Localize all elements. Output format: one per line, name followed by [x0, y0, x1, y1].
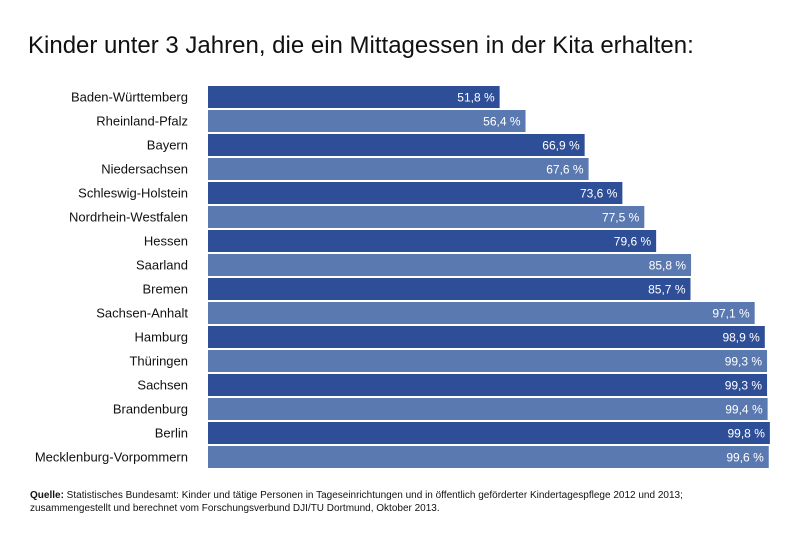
data-label: 79,6 % — [614, 235, 652, 249]
bar — [208, 230, 657, 252]
data-label: 66,9 % — [542, 139, 580, 153]
category-label: Bremen — [142, 282, 188, 297]
data-label: 97,1 % — [712, 307, 750, 321]
category-label: Hamburg — [135, 330, 188, 345]
data-label: 77,5 % — [602, 211, 640, 225]
data-label: 98,9 % — [722, 331, 760, 345]
category-label: Thüringen — [129, 354, 188, 369]
category-label: Berlin — [155, 426, 188, 441]
bar — [208, 182, 623, 204]
bar — [208, 422, 770, 444]
source-label: Quelle: — [30, 490, 64, 501]
bar — [208, 158, 589, 180]
data-label: 51,8 % — [457, 91, 495, 105]
category-label: Baden-Württemberg — [71, 90, 188, 105]
category-label: Saarland — [136, 258, 188, 273]
bar — [208, 446, 769, 468]
data-label: 99,4 % — [725, 403, 763, 417]
data-label: 67,6 % — [546, 163, 584, 177]
category-label: Hessen — [144, 234, 188, 249]
bar — [208, 86, 500, 108]
bar — [208, 350, 768, 372]
category-label: Sachsen — [137, 378, 188, 393]
data-label: 99,8 % — [728, 427, 766, 441]
category-label: Nordrhein-Westfalen — [69, 210, 188, 225]
source-line-2: zusammengestellt und berechnet vom Forsc… — [30, 503, 440, 514]
source-line-1: Statistisches Bundesamt: Kinder und täti… — [63, 490, 683, 501]
category-label: Rheinland-Pfalz — [96, 114, 188, 129]
data-label: 99,3 % — [725, 355, 763, 369]
data-label: 99,3 % — [725, 379, 763, 393]
bar — [208, 374, 768, 396]
category-label: Schleswig-Holstein — [78, 186, 188, 201]
category-label: Niedersachsen — [101, 162, 188, 177]
chart-title: Kinder unter 3 Jahren, die ein Mittagess… — [28, 32, 694, 59]
bar — [208, 398, 768, 420]
category-label: Mecklenburg-Vorpommern — [35, 450, 188, 465]
bar — [208, 278, 691, 300]
data-label: 56,4 % — [483, 115, 521, 129]
category-label: Brandenburg — [113, 402, 188, 417]
bar-chart: Baden-Württemberg 51,8 % Rheinland-Pfalz 56… — [35, 86, 770, 468]
category-label: Sachsen-Anhalt — [96, 306, 188, 321]
bar — [208, 110, 526, 132]
bar — [208, 302, 755, 324]
bar — [208, 254, 692, 276]
bar — [208, 134, 585, 156]
data-label: 85,8 % — [649, 259, 687, 273]
bar — [208, 206, 645, 228]
bar — [208, 326, 765, 348]
data-label: 73,6 % — [580, 187, 618, 201]
data-label: 99,6 % — [726, 451, 764, 465]
category-label: Bayern — [147, 138, 188, 153]
data-label: 85,7 % — [648, 283, 686, 297]
source-note: Quelle: Statistisches Bundesamt: Kinder … — [30, 489, 790, 515]
